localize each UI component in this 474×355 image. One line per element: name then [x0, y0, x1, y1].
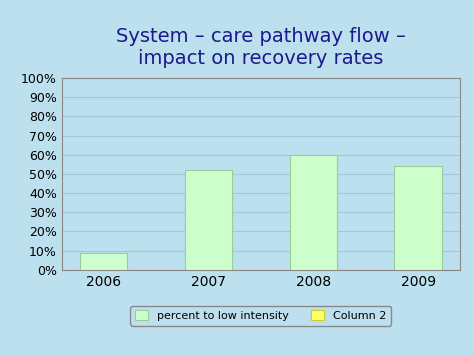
Title: System – care pathway flow –
impact on recovery rates: System – care pathway flow – impact on r… [116, 27, 406, 68]
Legend: percent to low intensity, Column 2: percent to low intensity, Column 2 [130, 306, 391, 326]
Bar [290, 155, 337, 270]
Bar [80, 252, 127, 270]
Bar [185, 170, 232, 270]
Bar [394, 166, 442, 270]
